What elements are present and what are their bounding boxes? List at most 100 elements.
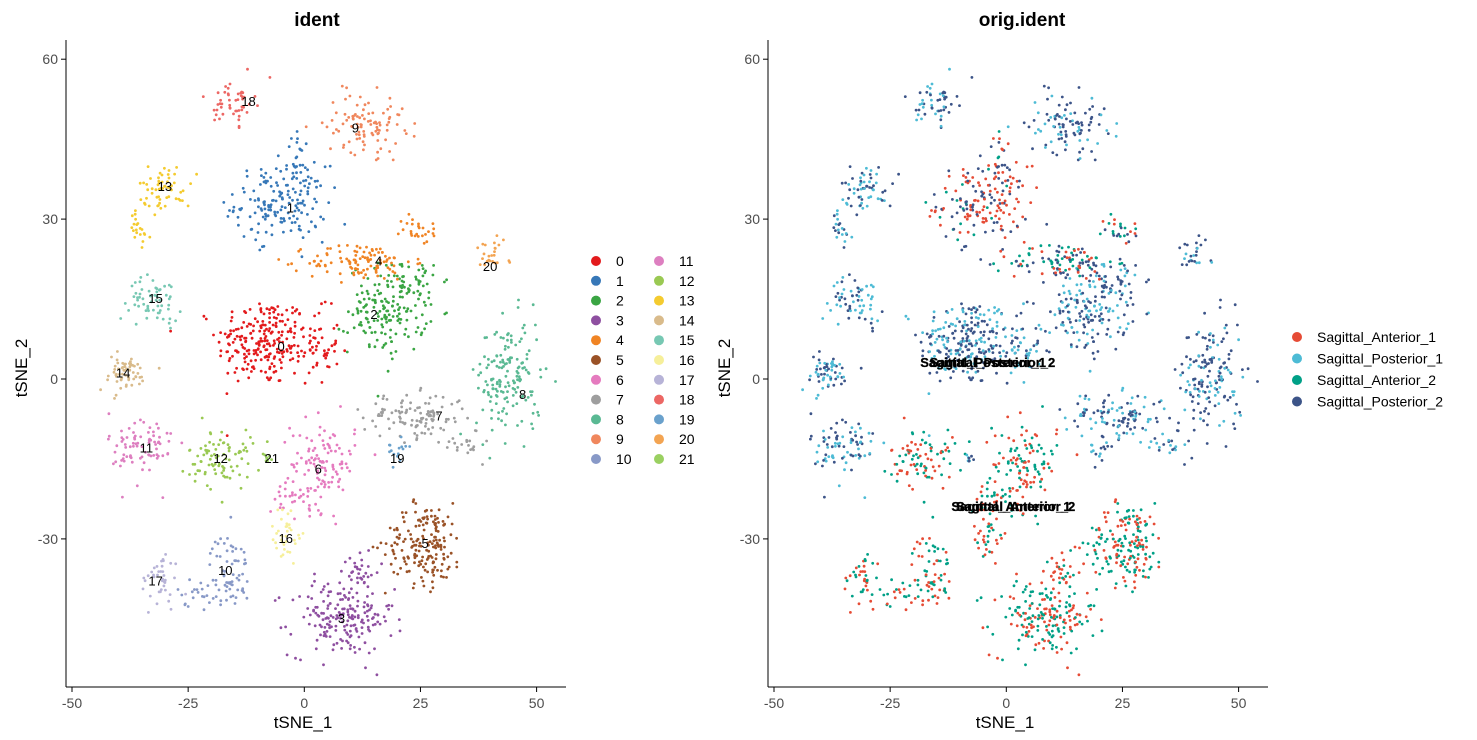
- point: [871, 188, 875, 192]
- point: [895, 479, 899, 483]
- point: [154, 298, 158, 302]
- point: [356, 267, 359, 271]
- point: [242, 190, 246, 194]
- legend-label: 16: [679, 352, 695, 368]
- point: [442, 536, 446, 540]
- point: [832, 214, 836, 218]
- point: [1125, 509, 1129, 513]
- point: [283, 219, 286, 223]
- point: [427, 296, 431, 300]
- point: [979, 490, 983, 494]
- point: [380, 323, 384, 326]
- point: [1114, 347, 1118, 351]
- point: [387, 417, 390, 421]
- point: [1123, 284, 1127, 288]
- point: [233, 559, 237, 562]
- point: [258, 302, 261, 306]
- point: [939, 578, 943, 582]
- point: [418, 541, 422, 545]
- point: [420, 559, 424, 563]
- point: [329, 147, 332, 151]
- point: [316, 485, 320, 489]
- point: [916, 595, 920, 598]
- point: [1064, 581, 1068, 585]
- point: [252, 349, 256, 352]
- point: [836, 209, 839, 213]
- panel-1-title: ident: [294, 10, 340, 31]
- point: [1130, 396, 1134, 400]
- point: [1122, 431, 1126, 435]
- point: [1075, 612, 1079, 616]
- point: [441, 395, 445, 399]
- point: [1214, 381, 1218, 385]
- point: [223, 90, 227, 94]
- point: [400, 279, 404, 283]
- point: [1013, 345, 1016, 349]
- point: [106, 378, 109, 382]
- legend-swatch: [591, 454, 601, 464]
- point: [1040, 462, 1044, 466]
- point: [113, 397, 116, 400]
- point: [1029, 201, 1033, 205]
- point: [1022, 625, 1025, 629]
- point: [822, 376, 826, 380]
- point: [323, 466, 327, 470]
- point: [167, 195, 171, 199]
- point: [830, 368, 834, 372]
- point: [1058, 263, 1062, 267]
- point: [391, 158, 395, 162]
- point: [443, 312, 447, 316]
- point: [986, 625, 989, 629]
- point: [912, 547, 916, 551]
- point: [285, 522, 289, 526]
- point: [1108, 555, 1112, 559]
- point: [1069, 651, 1073, 655]
- point: [1122, 417, 1125, 420]
- point: [838, 362, 842, 366]
- point: [1178, 246, 1182, 250]
- point: [366, 603, 369, 607]
- point: [405, 292, 409, 295]
- point: [327, 348, 330, 352]
- point: [1082, 323, 1086, 326]
- point: [1192, 408, 1196, 412]
- point: [895, 588, 898, 591]
- point: [161, 558, 165, 561]
- point: [1169, 444, 1172, 447]
- point: [334, 470, 338, 474]
- point: [360, 271, 363, 274]
- point: [1026, 264, 1029, 268]
- point: [861, 570, 865, 573]
- point: [817, 358, 821, 362]
- sample-label: Sagittal_Posterior_1: [920, 355, 1046, 370]
- point: [924, 441, 928, 444]
- point: [921, 603, 924, 607]
- point: [1189, 363, 1192, 367]
- point: [1078, 274, 1082, 278]
- point: [316, 613, 320, 617]
- point: [1239, 414, 1242, 417]
- point: [1078, 546, 1081, 550]
- point: [378, 247, 382, 251]
- point: [404, 132, 408, 136]
- point: [915, 453, 918, 456]
- point: [1116, 316, 1120, 320]
- point: [313, 572, 316, 576]
- point: [1024, 461, 1027, 464]
- legend-label: 12: [679, 273, 695, 289]
- point: [1226, 368, 1230, 372]
- point: [1121, 420, 1125, 424]
- point: [385, 300, 388, 303]
- point: [166, 180, 169, 184]
- point: [332, 514, 335, 518]
- point: [401, 447, 405, 451]
- point: [1066, 273, 1069, 277]
- point: [299, 658, 302, 662]
- point: [897, 588, 901, 591]
- point: [282, 177, 286, 181]
- point: [277, 490, 281, 494]
- point: [1176, 429, 1180, 433]
- point: [295, 469, 298, 473]
- cluster-label: 8: [519, 387, 526, 402]
- point: [947, 325, 951, 328]
